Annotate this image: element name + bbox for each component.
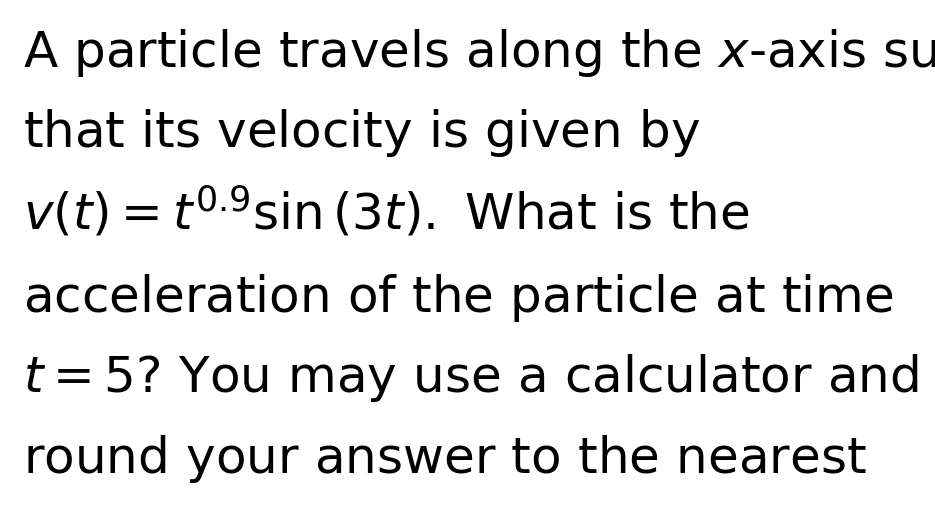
Text: $\mathrm{thousandth.}$: $\mathrm{thousandth.}$ — [23, 514, 321, 515]
Text: $\mathrm{round\ your\ answer\ to\ the\ nearest}$: $\mathrm{round\ your\ answer\ to\ the\ n… — [23, 433, 867, 485]
Text: $\mathrm{acceleration\ of\ the\ particle\ at\ time}$: $\mathrm{acceleration\ of\ the\ particle… — [23, 271, 894, 323]
Text: $\mathrm{that\ its\ velocity\ is\ given\ by}$: $\mathrm{that\ its\ velocity\ is\ given\… — [23, 107, 700, 159]
Text: $t=5\mathrm{?\ You\ may\ use\ a\ calculator\ and}$: $t=5\mathrm{?\ You\ may\ use\ a\ calcula… — [23, 352, 919, 404]
Text: $v(t) = t^{0.9}\sin{(3t)}\mathrm{.\ What\ is\ the}$: $v(t) = t^{0.9}\sin{(3t)}\mathrm{.\ What… — [23, 185, 750, 240]
Text: $\mathrm{A\ particle\ travels\ along\ the\ }x\mathrm{\text{-axis\ such}}$: $\mathrm{A\ particle\ travels\ along\ th… — [23, 27, 935, 79]
